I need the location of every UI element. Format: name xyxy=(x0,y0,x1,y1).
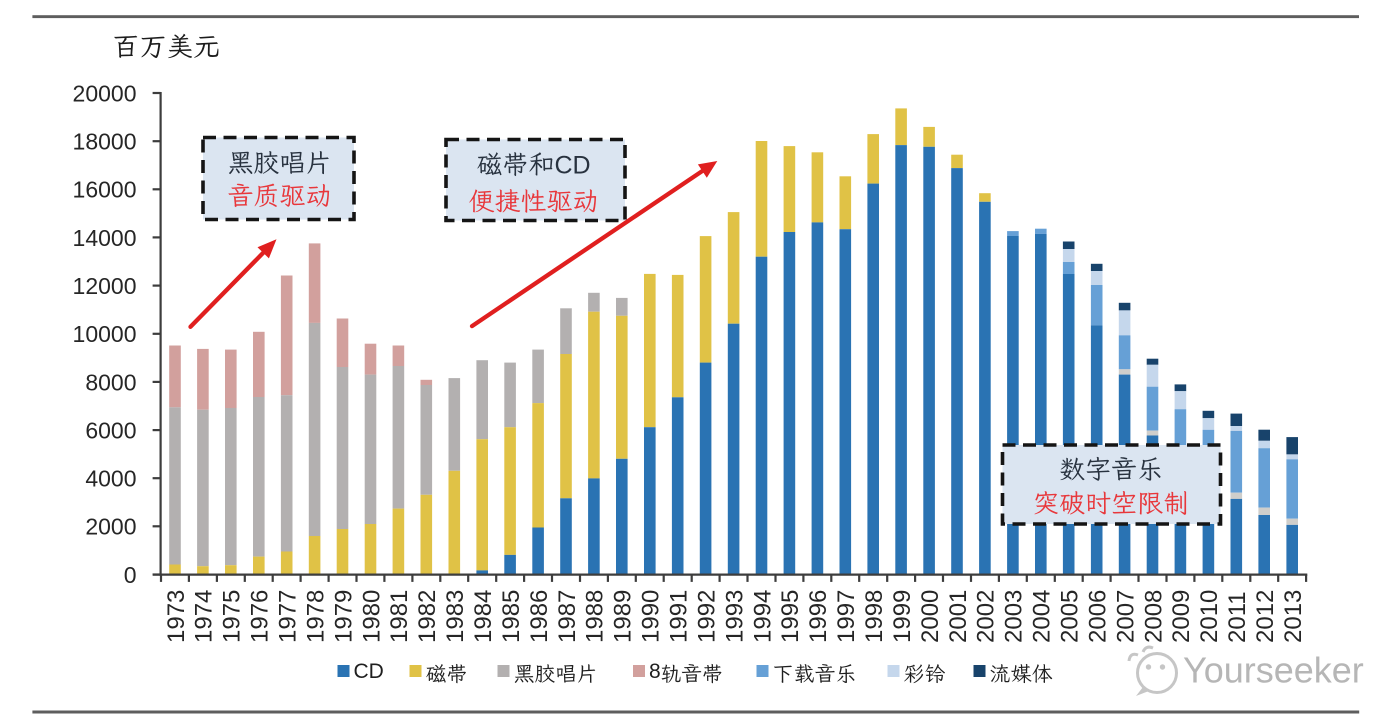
svg-text:2008: 2008 xyxy=(1140,590,1167,643)
svg-text:2005: 2005 xyxy=(1057,590,1084,643)
svg-text:2011: 2011 xyxy=(1224,591,1251,643)
svg-text:1975: 1975 xyxy=(219,590,246,643)
svg-text:20000: 20000 xyxy=(73,80,137,106)
svg-text:1989: 1989 xyxy=(610,590,637,643)
svg-text:2013: 2013 xyxy=(1280,590,1307,643)
svg-text:1982: 1982 xyxy=(414,590,441,643)
svg-text:2000: 2000 xyxy=(917,590,944,643)
svg-text:18000: 18000 xyxy=(73,129,137,155)
svg-text:2002: 2002 xyxy=(973,590,1000,643)
svg-text:1999: 1999 xyxy=(889,590,916,643)
svg-text:1994: 1994 xyxy=(749,590,776,643)
svg-text:1998: 1998 xyxy=(861,590,888,643)
svg-text:8: 8 xyxy=(649,660,661,683)
svg-text:1997: 1997 xyxy=(833,590,860,643)
svg-text:1981: 1981 xyxy=(386,590,413,643)
svg-text:6000: 6000 xyxy=(85,417,136,443)
svg-text:2003: 2003 xyxy=(1001,590,1028,643)
svg-text:1995: 1995 xyxy=(777,590,804,643)
svg-text:16000: 16000 xyxy=(73,177,137,203)
svg-text:1986: 1986 xyxy=(526,590,553,643)
svg-text:0: 0 xyxy=(124,562,137,588)
svg-text:1973: 1973 xyxy=(163,590,190,643)
svg-text:1977: 1977 xyxy=(275,590,302,643)
svg-text:2012: 2012 xyxy=(1252,590,1279,643)
svg-text:CD: CD xyxy=(555,151,591,179)
svg-text:2009: 2009 xyxy=(1168,590,1195,643)
svg-text:1987: 1987 xyxy=(554,590,581,643)
svg-text:2000: 2000 xyxy=(85,514,136,540)
svg-text:1991: 1991 xyxy=(666,590,693,643)
svg-text:CD: CD xyxy=(354,660,384,683)
svg-text:2006: 2006 xyxy=(1085,590,1112,643)
svg-text:1979: 1979 xyxy=(330,590,357,643)
svg-text:1988: 1988 xyxy=(582,590,609,643)
svg-text:2010: 2010 xyxy=(1196,590,1223,643)
svg-text:10000: 10000 xyxy=(73,321,137,347)
svg-text:2007: 2007 xyxy=(1112,590,1139,643)
svg-text:2004: 2004 xyxy=(1029,590,1056,643)
svg-text:1980: 1980 xyxy=(358,590,385,643)
svg-text:1976: 1976 xyxy=(247,590,274,643)
svg-text:1985: 1985 xyxy=(498,590,525,643)
svg-text:14000: 14000 xyxy=(73,225,137,251)
svg-text:8000: 8000 xyxy=(85,369,136,395)
svg-text:4000: 4000 xyxy=(85,466,136,492)
svg-text:1992: 1992 xyxy=(693,590,720,643)
svg-text:1978: 1978 xyxy=(302,590,329,643)
svg-text:1983: 1983 xyxy=(442,590,469,643)
svg-text:1993: 1993 xyxy=(721,590,748,643)
svg-text:Yourseeker: Yourseeker xyxy=(1183,650,1364,691)
svg-text:1984: 1984 xyxy=(470,590,497,643)
svg-text:1974: 1974 xyxy=(191,590,218,643)
svg-text:12000: 12000 xyxy=(73,273,137,299)
svg-text:1990: 1990 xyxy=(638,590,665,643)
svg-text:1996: 1996 xyxy=(805,590,832,643)
svg-text:2001: 2001 xyxy=(945,590,972,643)
